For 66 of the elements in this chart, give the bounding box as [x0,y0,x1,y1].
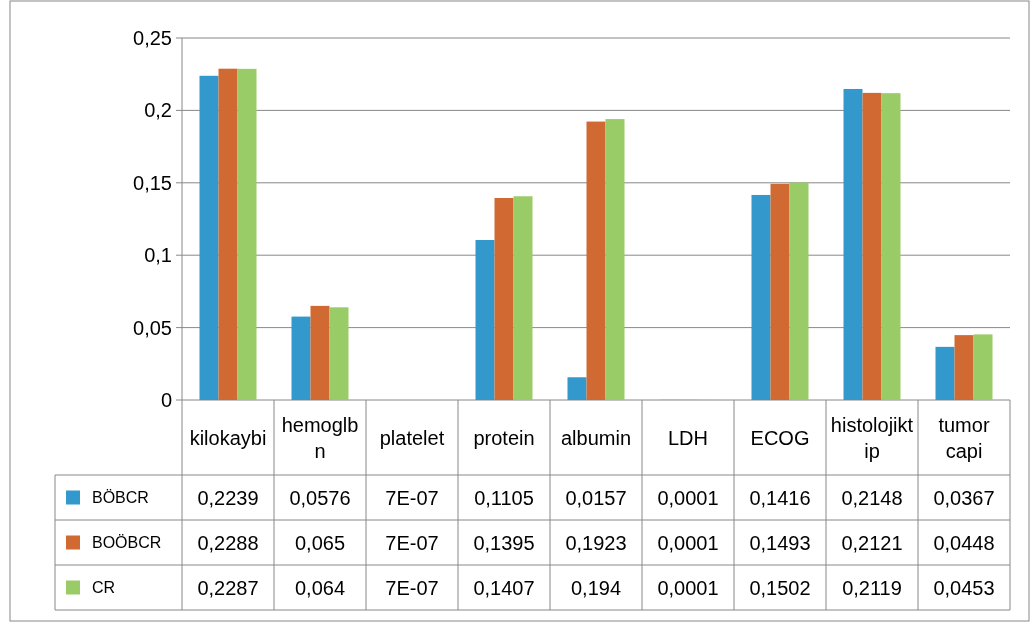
bar [310,305,330,400]
x-tick-label: albumin [560,426,632,449]
x-tick-label: kilokaybi [189,426,267,449]
bar [605,119,625,400]
bar [770,183,790,400]
bar [862,92,882,400]
x-tick-label: histolojiktip [830,413,914,462]
bar [973,334,993,400]
data-label: 0,1407 [473,576,535,599]
data-label: 0,2288 [197,531,259,554]
bar [291,316,311,400]
data-label: 0,0157 [565,486,627,509]
data-label: 0,0001 [657,576,719,599]
data-label: 0,0453 [933,576,995,599]
data-label: 0,0001 [657,531,719,554]
legend-label: BOÖBCR [92,534,162,552]
data-label: 0,0001 [657,486,719,509]
data-label: 0,1502 [749,576,811,599]
legend-label: CR [92,579,116,597]
bar [586,121,606,400]
legend-label: BÖBCR [92,489,149,507]
bar [881,93,901,400]
bar [494,198,514,400]
bar [843,88,863,400]
bar [199,75,219,400]
x-tick-label: protein [473,426,535,449]
data-label: 0,2121 [841,531,903,554]
data-label: 0,0367 [933,486,995,509]
data-label: 7E-07 [385,576,439,599]
data-label: 0,1416 [749,486,811,509]
bar [789,182,809,400]
x-tick-label: hemoglbn [281,413,359,462]
data-label: 0,2287 [197,576,259,599]
data-label: 0,2239 [197,486,259,509]
bar [218,68,238,400]
bar [237,68,257,400]
data-label: 0,0448 [933,531,995,554]
x-tick-label: platelet [379,426,445,449]
data-label: 0,2148 [841,486,903,509]
data-label: 7E-07 [385,486,439,509]
bar [513,196,533,400]
y-tick-label: 0,15 [133,171,172,194]
bar [751,194,771,400]
x-tick-label: ECOG [750,426,810,449]
data-label: 0,0576 [289,486,351,509]
data-label: 0,2119 [842,576,902,599]
bar [954,335,974,400]
y-tick-label: 0,25 [133,27,172,49]
bar [329,307,349,400]
y-tick-label: 0,05 [133,316,172,339]
data-label: 0,065 [294,531,346,554]
bar [475,240,495,400]
y-tick-label: 0 [160,389,172,411]
data-label: 7E-07 [385,531,439,554]
data-label: 0,064 [294,576,346,599]
bar [567,377,587,400]
data-label: 0,1493 [749,531,811,554]
x-tick-label: tumor capi [938,413,990,462]
data-label: 0,1395 [473,531,535,554]
y-tick-label: 0,2 [144,99,172,122]
data-label: 0,1923 [565,531,627,554]
y-tick-label: 0,1 [144,244,172,267]
data-label: 0,194 [570,576,622,599]
x-tick-label: LDH [667,426,709,449]
data-label: 0,1105 [474,486,534,509]
bar [935,346,955,400]
